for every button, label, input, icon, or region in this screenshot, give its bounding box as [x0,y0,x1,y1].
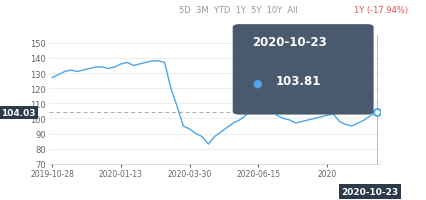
Text: 1Y (-17.94%): 1Y (-17.94%) [354,6,408,15]
Text: 2020-10-23: 2020-10-23 [251,36,326,49]
Text: 5D  3M  YTD  1Y  5Y  10Y  All: 5D 3M YTD 1Y 5Y 10Y All [179,6,303,15]
Text: ●: ● [251,78,261,88]
Text: 103.81: 103.81 [275,75,320,88]
Text: 2020-10-23: 2020-10-23 [341,187,398,196]
Text: 104.03: 104.03 [1,108,36,117]
